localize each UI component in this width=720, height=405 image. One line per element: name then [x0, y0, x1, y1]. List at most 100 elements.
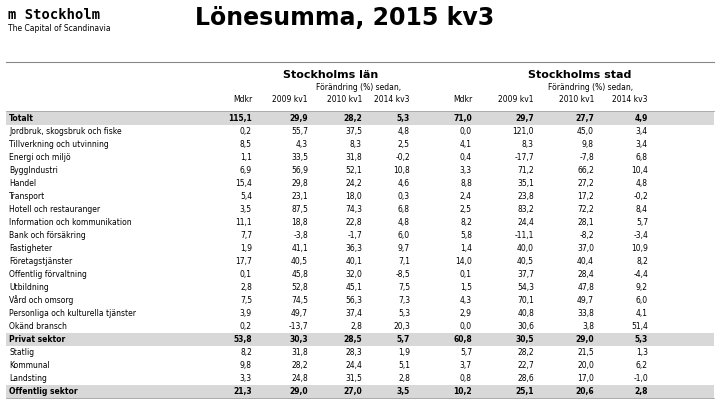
Text: -0,2: -0,2 [395, 153, 410, 162]
Bar [6, 190, 714, 203]
Text: 5,1: 5,1 [398, 361, 410, 370]
Text: Transport: Transport [9, 192, 45, 201]
Text: 0,1: 0,1 [460, 270, 472, 279]
Text: 74,3: 74,3 [345, 205, 362, 214]
Text: 37,5: 37,5 [345, 127, 362, 136]
Text: 4,6: 4,6 [398, 179, 410, 188]
Text: Vård och omsorg: Vård och omsorg [9, 296, 73, 305]
Text: Kommunal: Kommunal [9, 361, 50, 370]
Text: 55,7: 55,7 [291, 127, 308, 136]
Text: 28,2: 28,2 [343, 114, 362, 123]
Text: 51,4: 51,4 [631, 322, 648, 331]
Text: Totalt: Totalt [9, 114, 34, 123]
Text: 7,5: 7,5 [398, 283, 410, 292]
Text: 6,8: 6,8 [398, 205, 410, 214]
Text: 72,2: 72,2 [577, 205, 594, 214]
Text: -3,4: -3,4 [633, 231, 648, 240]
Text: 53,8: 53,8 [233, 335, 252, 344]
Text: 23,1: 23,1 [292, 192, 308, 201]
Text: 8,2: 8,2 [240, 348, 252, 357]
Bar [6, 151, 714, 164]
Text: 1,9: 1,9 [398, 348, 410, 357]
Text: 7,1: 7,1 [398, 257, 410, 266]
Text: 60,8: 60,8 [454, 335, 472, 344]
Bar [6, 138, 714, 151]
Text: 29,8: 29,8 [292, 179, 308, 188]
Text: 4,3: 4,3 [460, 296, 472, 305]
Bar [6, 164, 714, 177]
Text: 0,2: 0,2 [240, 127, 252, 136]
Text: -7,8: -7,8 [580, 153, 594, 162]
Text: 30,5: 30,5 [516, 335, 534, 344]
Text: 3,3: 3,3 [460, 166, 472, 175]
Text: 6,2: 6,2 [636, 361, 648, 370]
Text: 8,3: 8,3 [350, 140, 362, 149]
Text: 83,2: 83,2 [517, 205, 534, 214]
Text: 33,8: 33,8 [577, 309, 594, 318]
Text: 2,5: 2,5 [398, 140, 410, 149]
Text: 49,7: 49,7 [577, 296, 594, 305]
Text: 41,1: 41,1 [292, 244, 308, 253]
Text: 40,5: 40,5 [517, 257, 534, 266]
Text: m Stockholm: m Stockholm [8, 8, 100, 22]
Text: 87,5: 87,5 [291, 205, 308, 214]
Text: 4,8: 4,8 [398, 218, 410, 227]
Text: 9,2: 9,2 [636, 283, 648, 292]
Text: 23,8: 23,8 [517, 192, 534, 201]
Text: 1,9: 1,9 [240, 244, 252, 253]
Text: 32,0: 32,0 [345, 270, 362, 279]
Text: 4,3: 4,3 [296, 140, 308, 149]
Text: 4,8: 4,8 [636, 179, 648, 188]
Text: 37,4: 37,4 [345, 309, 362, 318]
Text: 6,8: 6,8 [636, 153, 648, 162]
Text: 6,9: 6,9 [240, 166, 252, 175]
Bar [6, 229, 714, 242]
Text: -3,8: -3,8 [293, 231, 308, 240]
Text: 10,8: 10,8 [393, 166, 410, 175]
Text: -1,0: -1,0 [634, 374, 648, 383]
Text: 49,7: 49,7 [291, 309, 308, 318]
Text: 45,0: 45,0 [577, 127, 594, 136]
Text: 7,3: 7,3 [398, 296, 410, 305]
Bar [6, 112, 714, 125]
Text: 40,1: 40,1 [345, 257, 362, 266]
Text: 3,8: 3,8 [582, 322, 594, 331]
Text: 56,9: 56,9 [291, 166, 308, 175]
Text: 11,1: 11,1 [235, 218, 252, 227]
Text: 40,4: 40,4 [577, 257, 594, 266]
Bar [6, 333, 714, 346]
Text: Mdkr: Mdkr [453, 95, 472, 104]
Text: 24,2: 24,2 [346, 179, 362, 188]
Text: Information och kommunikation: Information och kommunikation [9, 218, 132, 227]
Text: 8,4: 8,4 [636, 205, 648, 214]
Text: Offentlig sektor: Offentlig sektor [9, 387, 78, 396]
Text: 56,3: 56,3 [345, 296, 362, 305]
Text: 28,2: 28,2 [518, 348, 534, 357]
Text: 27,7: 27,7 [575, 114, 594, 123]
Text: 35,1: 35,1 [517, 179, 534, 188]
Text: 8,8: 8,8 [460, 179, 472, 188]
Text: 17,0: 17,0 [577, 374, 594, 383]
Text: 20,6: 20,6 [575, 387, 594, 396]
Text: -13,7: -13,7 [289, 322, 308, 331]
Text: -17,7: -17,7 [514, 153, 534, 162]
Bar [6, 216, 714, 229]
Text: Landsting: Landsting [9, 374, 47, 383]
Text: -8,5: -8,5 [395, 270, 410, 279]
Text: Bank och försäkring: Bank och försäkring [9, 231, 86, 240]
Text: 2009 kv1: 2009 kv1 [498, 95, 534, 104]
Text: ByggIndustri: ByggIndustri [9, 166, 58, 175]
Text: 71,2: 71,2 [517, 166, 534, 175]
Bar [6, 385, 714, 398]
Text: 0,3: 0,3 [398, 192, 410, 201]
Text: Förändring (%) sedan,: Förändring (%) sedan, [316, 83, 402, 92]
Text: 52,8: 52,8 [292, 283, 308, 292]
Bar [6, 203, 714, 216]
Bar [6, 242, 714, 255]
Text: -1,7: -1,7 [347, 231, 362, 240]
Text: 9,8: 9,8 [240, 361, 252, 370]
Text: Tillverkning och utvinning: Tillverkning och utvinning [9, 140, 109, 149]
Text: 5,3: 5,3 [398, 309, 410, 318]
Text: Stockholms län: Stockholms län [284, 70, 379, 80]
Text: 8,2: 8,2 [460, 218, 472, 227]
